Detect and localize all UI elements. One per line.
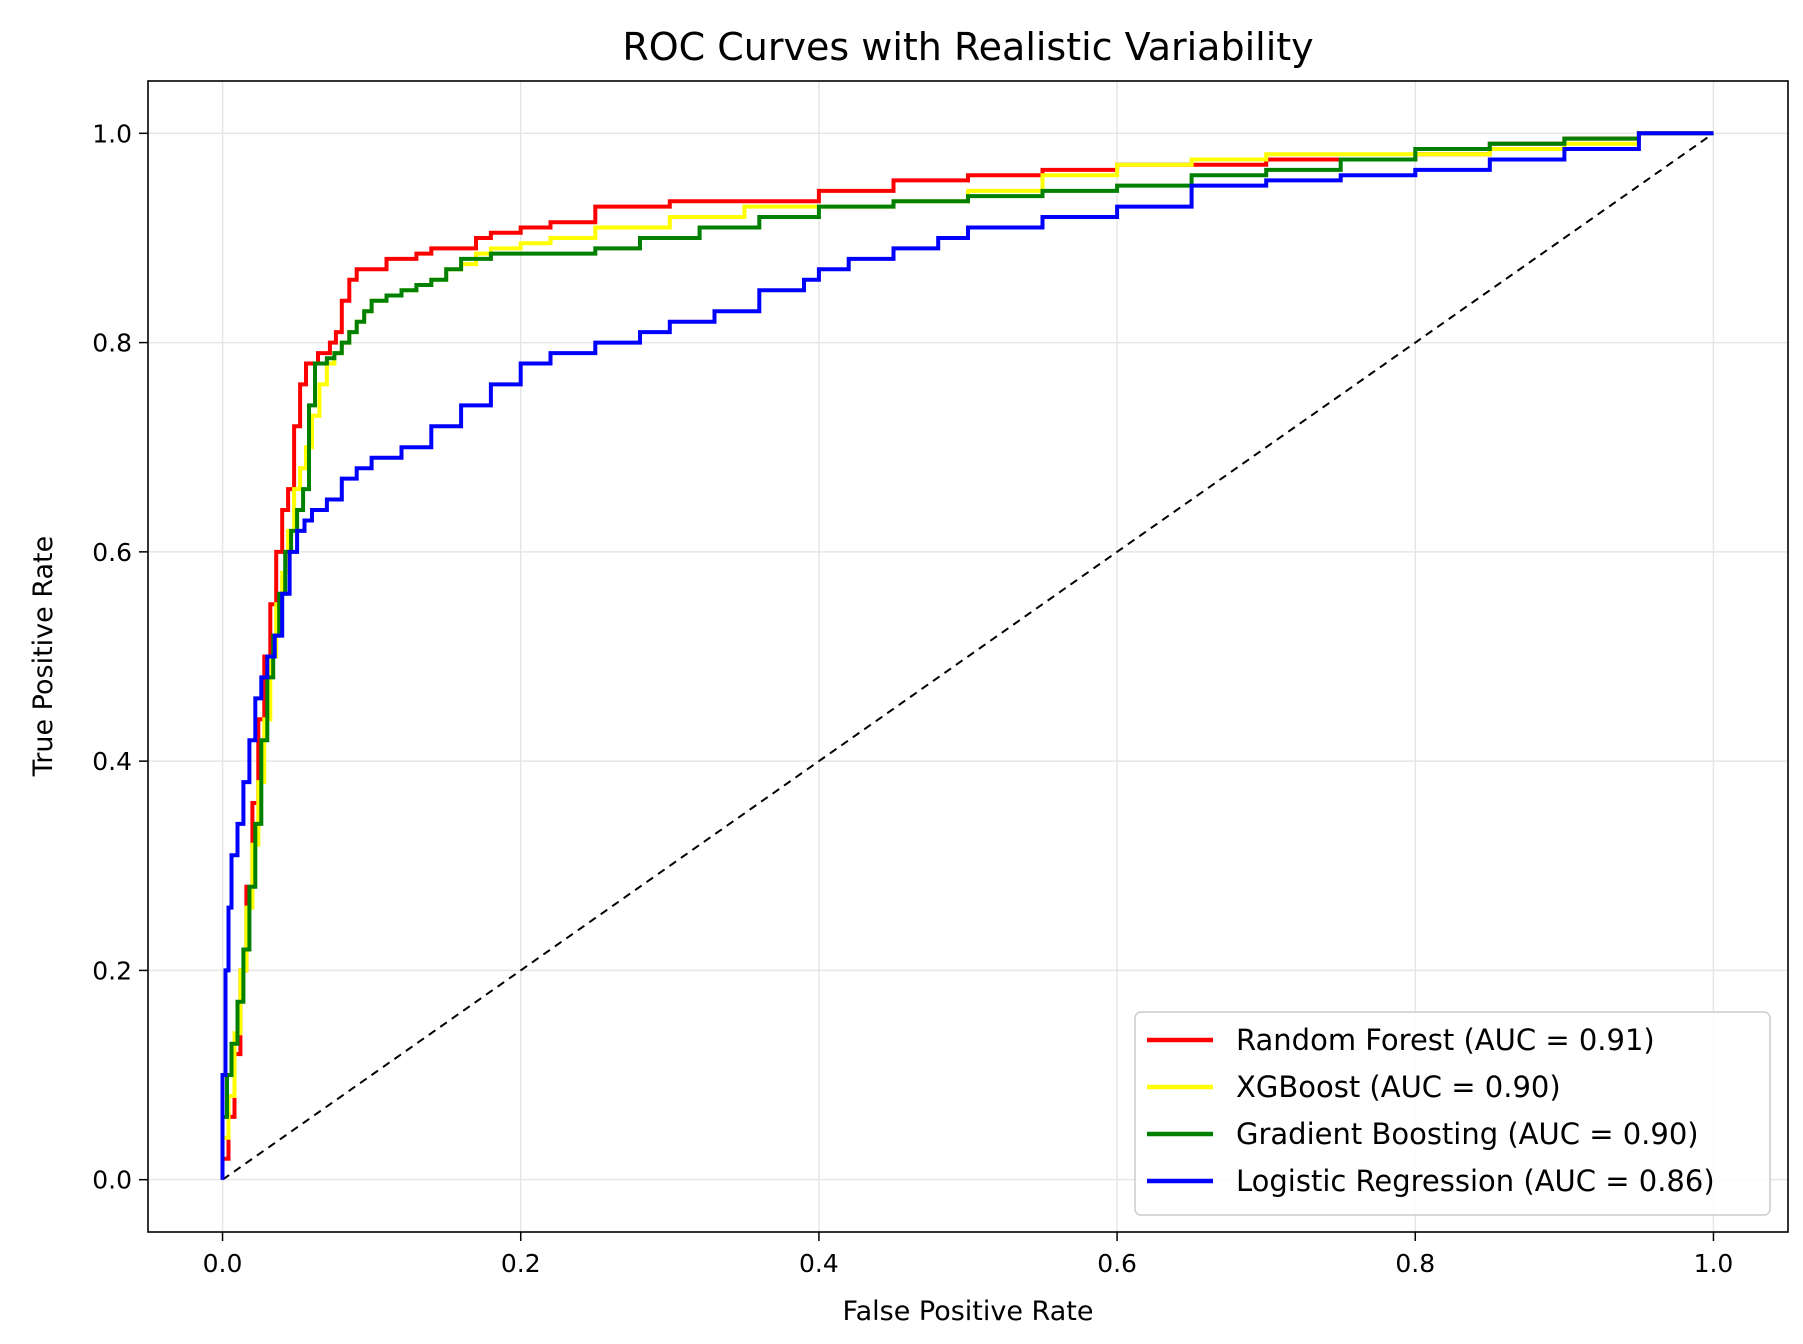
chance-diagonal-line [221,132,1715,1181]
x-tick-label: 0.0 [203,1249,243,1278]
series-line-logistic-regression [220,131,1714,1180]
chart-title: ROC Curves with Realistic Variability [622,25,1313,69]
y-tick-label: 0.8 [92,329,132,358]
legend-label-logistic-regression: Logistic Regression (AUC = 0.86) [1236,1164,1715,1198]
y-tick-label: 0.0 [92,1166,132,1195]
legend-box [1134,1011,1771,1216]
y-tick-label: 1.0 [92,119,132,148]
x-tick-label: 0.6 [1097,1249,1137,1278]
series-line-gradient-boosting [220,131,1714,1180]
y-tick-label: 0.4 [92,747,132,776]
tick-layer: 0.0 0.2 0.4 0.6 0.8 1.0 0.0 0.2 0.4 0.6 0.8 1.0 [92,119,1733,1278]
legend-label-random-forest: Random Forest (AUC = 0.91) [1236,1023,1655,1057]
x-tick-label: 0.8 [1395,1249,1435,1278]
y-tick-label: 0.2 [92,956,132,985]
legend: Random Forest (AUC = 0.91) XGBoost (AUC =… [1134,1011,1771,1216]
legend-label-gradient-boosting: Gradient Boosting (AUC = 0.90) [1236,1117,1699,1151]
y-axis-label: True Positive Rate [28,536,59,778]
x-tick-label: 1.0 [1694,1249,1734,1278]
x-tick-label: 0.2 [501,1249,541,1278]
series-line-random-forest [220,131,1714,1180]
series-layer [220,131,1714,1180]
y-tick-label: 0.6 [92,538,132,567]
plot-frame [147,80,1789,1233]
x-tick-label: 0.4 [799,1249,839,1278]
legend-label-xgboost: XGBoost (AUC = 0.90) [1236,1070,1561,1104]
x-axis-label: False Positive Rate [843,1296,1094,1327]
diagonal-layer [221,132,1715,1181]
